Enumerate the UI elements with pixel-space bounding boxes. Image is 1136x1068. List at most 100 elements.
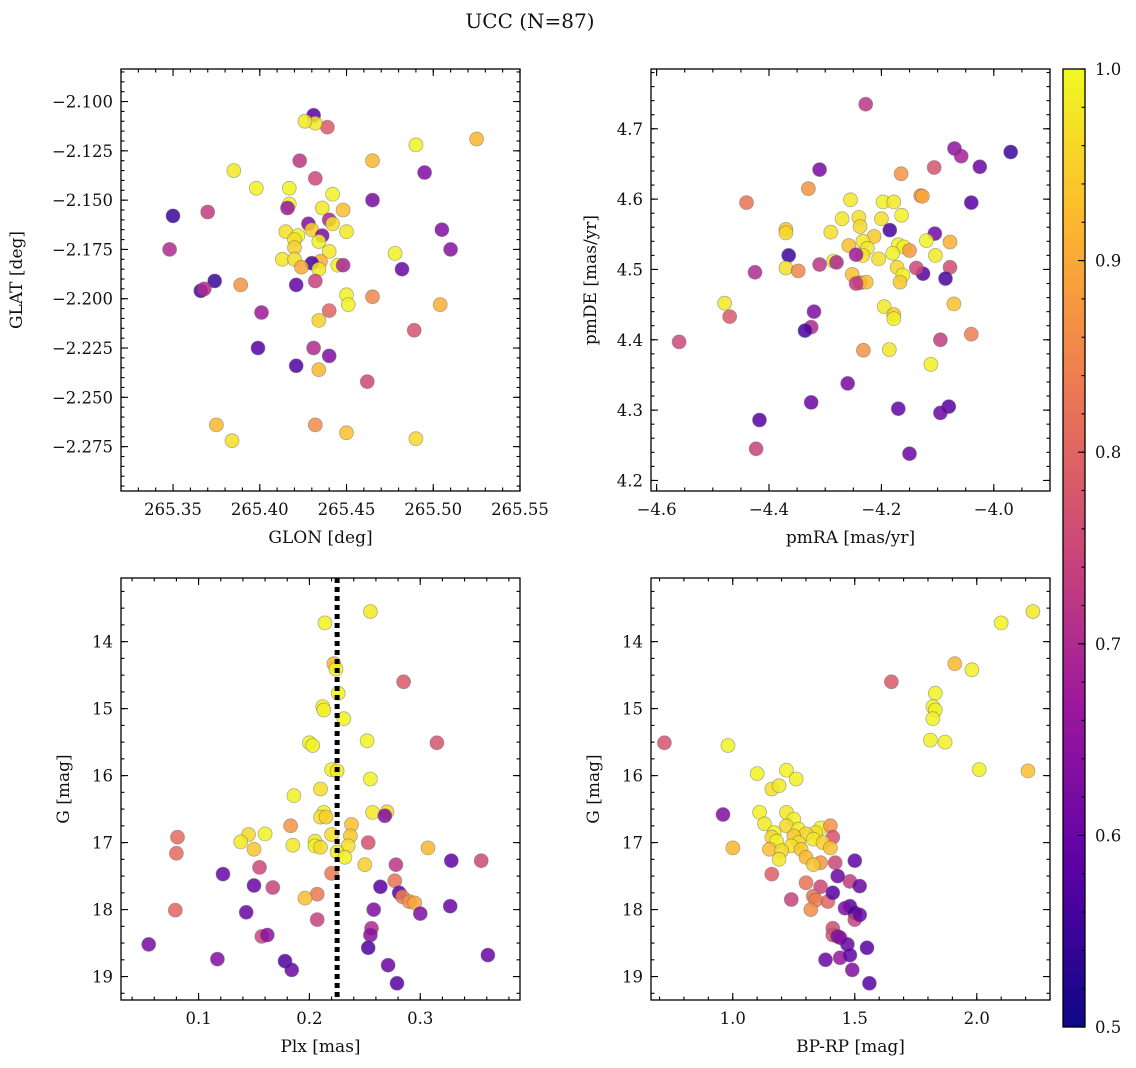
data-point bbox=[858, 96, 874, 112]
y-tick-label: 17 bbox=[92, 834, 113, 853]
data-point bbox=[297, 890, 313, 906]
data-point bbox=[886, 194, 902, 210]
data-point bbox=[443, 241, 459, 257]
data-point bbox=[657, 735, 672, 751]
data-point bbox=[852, 219, 868, 234]
data-point bbox=[818, 952, 833, 968]
axis-ticks: −4.6 −4.4 −4.2 −4.0 4.2 4.3 4.4 4.5 4.6 4.7 bbox=[617, 69, 1051, 519]
data-point bbox=[720, 738, 736, 753]
data-point bbox=[248, 180, 264, 196]
data-point bbox=[715, 807, 731, 822]
data-point bbox=[790, 263, 806, 279]
data-point bbox=[778, 260, 794, 276]
panel-glon-glat: 265.35 265.40 265.45 265.50 265.55 −2.100 −2.1… bbox=[7, 68, 549, 548]
data-point bbox=[377, 808, 393, 824]
data-point bbox=[876, 299, 892, 315]
data-point bbox=[196, 281, 212, 297]
axis-ticks: 0.1 0.2 0.3 14 15 16 17 18 19 bbox=[92, 578, 520, 1028]
scatter-points bbox=[671, 96, 1019, 462]
data-point bbox=[806, 304, 822, 320]
data-point bbox=[937, 734, 953, 750]
data-point bbox=[830, 868, 846, 884]
data-point bbox=[942, 234, 958, 250]
data-point bbox=[915, 188, 930, 204]
data-point bbox=[953, 148, 969, 164]
panel-pmra-pmde: −4.6 −4.4 −4.2 −4.0 4.2 4.3 4.4 4.5 4.6 4.7 pmRA [… bbox=[581, 68, 1051, 548]
x-tick-label: 265.40 bbox=[231, 500, 289, 519]
y-tick-label: 16 bbox=[92, 767, 113, 786]
data-point bbox=[1025, 604, 1041, 619]
data-point bbox=[380, 957, 396, 973]
data-point bbox=[311, 362, 327, 378]
data-point bbox=[882, 222, 898, 238]
colorbar-tick-label: 1.0 bbox=[1095, 60, 1121, 79]
data-point bbox=[902, 446, 917, 462]
data-point bbox=[311, 312, 327, 328]
data-point bbox=[938, 271, 953, 287]
data-point bbox=[283, 818, 299, 834]
data-point bbox=[919, 233, 934, 249]
data-point bbox=[827, 855, 843, 871]
data-point bbox=[963, 326, 979, 342]
x-tick-label: 0.1 bbox=[185, 1009, 211, 1028]
data-point bbox=[314, 200, 330, 216]
data-point bbox=[803, 902, 819, 917]
data-point bbox=[842, 947, 858, 963]
data-point bbox=[233, 834, 249, 850]
data-point bbox=[286, 788, 302, 804]
data-point bbox=[844, 962, 860, 978]
data-point bbox=[823, 224, 839, 240]
y-tick-label: −2.175 bbox=[52, 240, 113, 259]
data-point bbox=[246, 841, 262, 857]
data-point bbox=[764, 866, 780, 882]
data-point bbox=[306, 340, 322, 356]
data-point bbox=[852, 907, 868, 923]
x-tick-label: 0.2 bbox=[296, 1009, 322, 1028]
data-point bbox=[412, 906, 428, 921]
x-tick-label: −4.6 bbox=[637, 500, 677, 519]
data-point bbox=[473, 853, 489, 869]
data-point bbox=[825, 885, 841, 901]
y-tick-label: 18 bbox=[92, 901, 113, 920]
data-point bbox=[360, 835, 376, 850]
plot-frame bbox=[650, 577, 1051, 1001]
data-point bbox=[893, 166, 909, 182]
data-point bbox=[224, 433, 240, 449]
data-point bbox=[797, 323, 813, 339]
y-axis-label: GLAT [deg] bbox=[7, 231, 27, 329]
data-point bbox=[1003, 144, 1019, 160]
data-point bbox=[336, 711, 352, 727]
y-tick-label: 4.4 bbox=[617, 331, 643, 350]
data-point bbox=[933, 332, 948, 348]
data-point bbox=[964, 662, 980, 678]
data-point bbox=[902, 243, 917, 258]
data-point bbox=[871, 251, 886, 267]
data-point bbox=[337, 849, 353, 865]
data-point bbox=[162, 241, 178, 257]
y-tick-label: −2.225 bbox=[52, 339, 113, 358]
data-point bbox=[285, 837, 301, 853]
data-point bbox=[823, 840, 838, 856]
data-point bbox=[927, 685, 943, 701]
axis-ticks: 265.35 265.40 265.45 265.50 265.55 −2.100 −2.1… bbox=[52, 69, 549, 519]
y-tick-label: 15 bbox=[92, 700, 113, 719]
data-point bbox=[963, 195, 979, 211]
data-point bbox=[852, 878, 868, 894]
colorbar: 0.5 0.6 0.7 0.8 0.9 1.0 bbox=[1062, 60, 1121, 1037]
data-point bbox=[321, 348, 337, 364]
data-point bbox=[167, 902, 183, 918]
x-tick-label: 1.5 bbox=[842, 1009, 868, 1028]
plot-frame bbox=[120, 68, 521, 492]
x-tick-label: 265.55 bbox=[491, 500, 549, 519]
x-tick-label: −4.2 bbox=[861, 500, 901, 519]
x-tick-label: 2.0 bbox=[964, 1009, 990, 1028]
panel-plx-g: 0.1 0.2 0.3 14 15 16 17 18 19 Plx [mas] G [mag] bbox=[54, 577, 521, 1057]
data-point bbox=[798, 875, 814, 891]
data-point bbox=[881, 342, 897, 358]
data-point bbox=[226, 163, 242, 179]
data-point bbox=[365, 805, 381, 820]
y-tick-label: −2.100 bbox=[52, 93, 113, 112]
data-point bbox=[813, 879, 828, 895]
data-point bbox=[946, 296, 962, 312]
y-axis-label: pmDE [mas/yr] bbox=[581, 215, 601, 345]
